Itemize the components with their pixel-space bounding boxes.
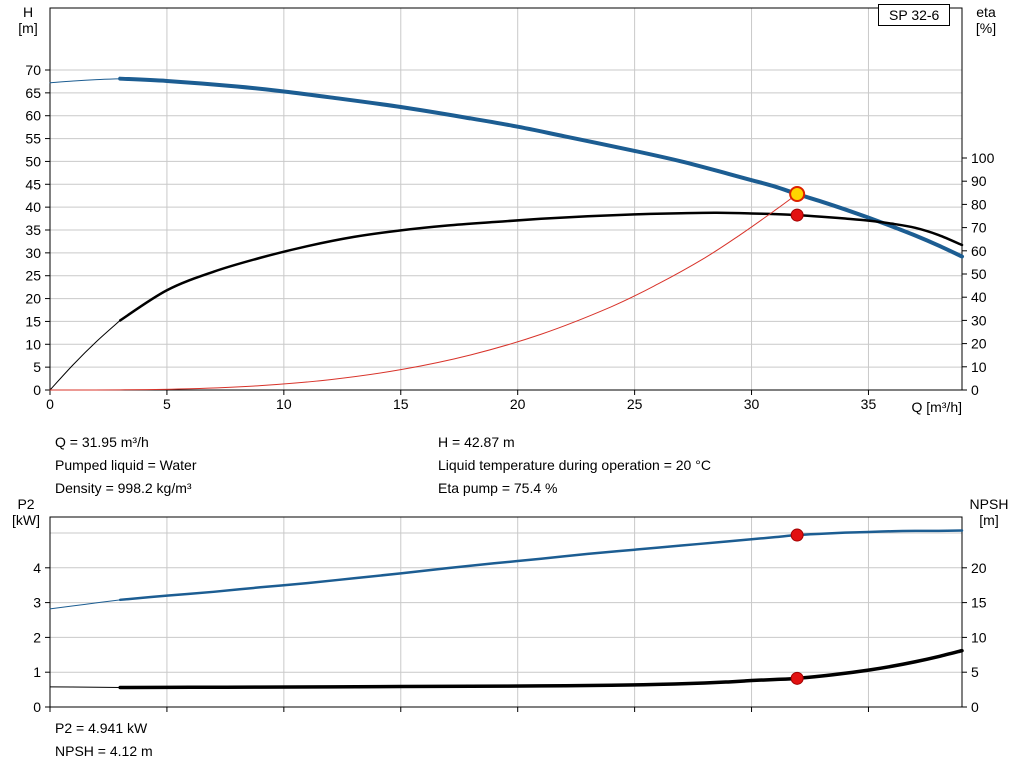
svg-text:0: 0 <box>971 382 979 398</box>
svg-text:55: 55 <box>25 131 41 147</box>
npsh-axis-label: NPSH [m] <box>960 496 1018 528</box>
operating-data-right: H = 42.87 m Liquid temperature during op… <box>438 431 711 500</box>
svg-text:35: 35 <box>861 396 877 412</box>
svg-text:100: 100 <box>971 150 995 166</box>
p2-value: P2 = 4.941 kW <box>55 720 148 736</box>
p2-axis-label: P2 [kW] <box>4 496 48 528</box>
svg-text:5: 5 <box>163 396 171 412</box>
h-axis-symbol: H <box>22 4 34 20</box>
svg-text:5: 5 <box>971 664 979 680</box>
h-axis-label: H [m] <box>8 4 48 36</box>
eta-axis-label: eta [%] <box>966 4 1006 36</box>
svg-text:5: 5 <box>33 359 41 375</box>
svg-text:1: 1 <box>33 664 41 680</box>
svg-text:80: 80 <box>971 196 987 212</box>
h-axis-unit: [m] <box>18 20 38 36</box>
svg-text:40: 40 <box>25 199 41 215</box>
svg-text:10: 10 <box>971 359 987 375</box>
flow-value: Q = 31.95 m³/h <box>55 434 149 450</box>
svg-text:15: 15 <box>393 396 409 412</box>
p2-axis-unit: [kW] <box>12 512 40 528</box>
svg-text:15: 15 <box>25 313 41 329</box>
svg-text:15: 15 <box>971 595 987 611</box>
svg-text:70: 70 <box>25 62 41 78</box>
svg-text:60: 60 <box>25 108 41 124</box>
svg-text:20: 20 <box>510 396 526 412</box>
eta-pump-value: Eta pump = 75.4 % <box>438 480 558 496</box>
svg-text:25: 25 <box>25 268 41 284</box>
svg-text:4: 4 <box>33 560 41 576</box>
svg-text:90: 90 <box>971 173 987 189</box>
svg-text:30: 30 <box>744 396 760 412</box>
density-value: Density = 998.2 kg/m³ <box>55 480 192 496</box>
pump-type-badge: SP 32-6 <box>878 4 951 26</box>
head-value: H = 42.87 m <box>438 434 515 450</box>
pumped-liquid: Pumped liquid = Water <box>55 457 197 473</box>
npsh-value: NPSH = 4.12 m <box>55 743 153 759</box>
p2-axis-symbol: P2 <box>17 496 35 512</box>
svg-text:0: 0 <box>46 396 54 412</box>
liquid-temperature: Liquid temperature during operation = 20… <box>438 457 711 473</box>
q-axis-label: Q [m³/h] <box>911 399 962 415</box>
npsh-axis-symbol: NPSH <box>969 496 1009 512</box>
svg-text:0: 0 <box>33 382 41 398</box>
svg-text:65: 65 <box>25 85 41 101</box>
svg-text:10: 10 <box>971 629 987 645</box>
svg-text:30: 30 <box>25 245 41 261</box>
svg-text:3: 3 <box>33 595 41 611</box>
svg-text:25: 25 <box>627 396 643 412</box>
svg-text:30: 30 <box>971 312 987 328</box>
svg-text:10: 10 <box>25 336 41 352</box>
svg-text:0: 0 <box>33 699 41 715</box>
eta-axis-unit: [%] <box>975 20 997 36</box>
svg-text:20: 20 <box>971 336 987 352</box>
svg-text:40: 40 <box>971 289 987 305</box>
result-data: P2 = 4.941 kW NPSH = 4.12 m <box>55 717 153 763</box>
svg-text:70: 70 <box>971 220 987 236</box>
svg-text:10: 10 <box>276 396 292 412</box>
eta-axis-symbol: eta <box>976 4 996 20</box>
svg-text:2: 2 <box>33 629 41 645</box>
svg-text:50: 50 <box>971 266 987 282</box>
svg-text:0: 0 <box>971 699 979 715</box>
npsh-axis-unit: [m] <box>979 512 999 528</box>
svg-text:60: 60 <box>971 243 987 259</box>
svg-text:50: 50 <box>25 153 41 169</box>
svg-text:20: 20 <box>25 291 41 307</box>
svg-text:45: 45 <box>25 176 41 192</box>
svg-text:20: 20 <box>971 560 987 576</box>
operating-data-left: Q = 31.95 m³/h Pumped liquid = Water Den… <box>55 431 197 500</box>
svg-text:35: 35 <box>25 222 41 238</box>
